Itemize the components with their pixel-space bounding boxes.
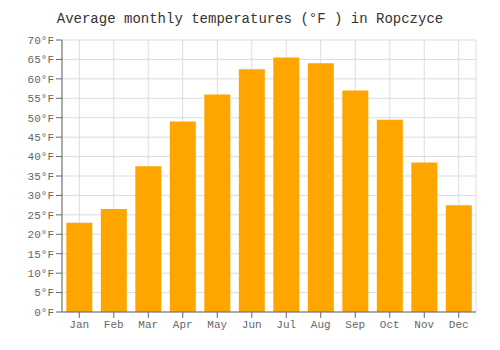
svg-text:20°F: 20°F xyxy=(28,229,54,241)
svg-text:55°F: 55°F xyxy=(28,93,54,105)
svg-text:15°F: 15°F xyxy=(28,249,54,261)
svg-text:Feb: Feb xyxy=(104,319,124,331)
svg-text:30°F: 30°F xyxy=(28,190,54,202)
svg-text:Mar: Mar xyxy=(138,319,158,331)
svg-text:Jan: Jan xyxy=(69,319,89,331)
svg-text:Aug: Aug xyxy=(311,319,331,331)
svg-text:0°F: 0°F xyxy=(34,307,54,319)
svg-text:Dec: Dec xyxy=(449,319,469,331)
svg-text:Jun: Jun xyxy=(242,319,262,331)
svg-text:40°F: 40°F xyxy=(28,151,54,163)
svg-text:5°F: 5°F xyxy=(34,287,54,299)
svg-text:Oct: Oct xyxy=(380,319,400,331)
svg-text:50°F: 50°F xyxy=(28,113,54,125)
svg-text:35°F: 35°F xyxy=(28,171,54,183)
svg-text:70°F: 70°F xyxy=(28,35,54,47)
svg-text:Apr: Apr xyxy=(173,319,193,331)
html-text:Average monthly temperatures (: Average monthly temperatures (°F ) in Ro… xyxy=(56,11,444,27)
svg-text:May: May xyxy=(207,319,227,331)
svg-text:Nov: Nov xyxy=(414,319,434,331)
svg-text:Jul: Jul xyxy=(276,319,296,331)
svg-text:10°F: 10°F xyxy=(28,268,54,280)
svg-text:25°F: 25°F xyxy=(28,210,54,222)
svg-text:65°F: 65°F xyxy=(28,54,54,66)
svg-text:Sep: Sep xyxy=(345,319,365,331)
svg-text:45°F: 45°F xyxy=(28,132,54,144)
svg-text:60°F: 60°F xyxy=(28,74,54,86)
